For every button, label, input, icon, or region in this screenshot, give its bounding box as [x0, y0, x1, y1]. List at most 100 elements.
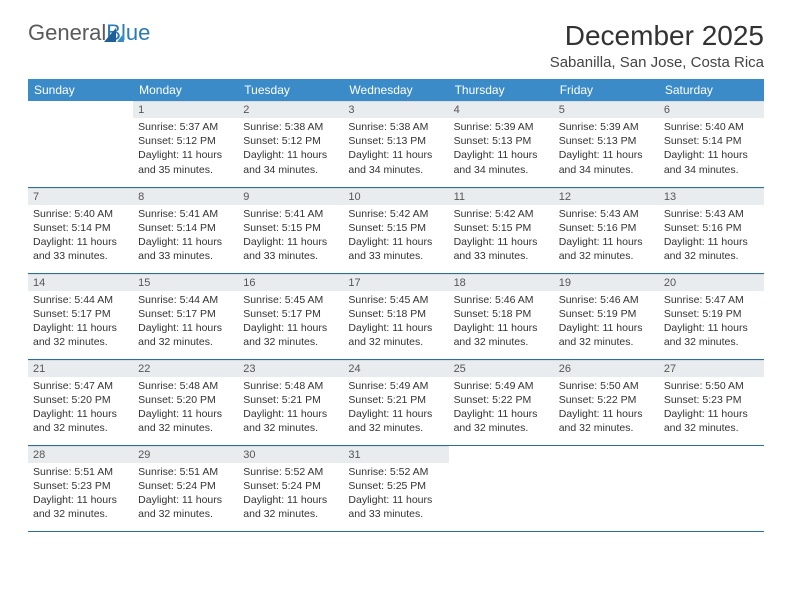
calendar-body: 1Sunrise: 5:37 AMSunset: 5:12 PMDaylight…	[28, 101, 764, 531]
day-header: Tuesday	[238, 79, 343, 101]
calendar-day-cell: 10Sunrise: 5:42 AMSunset: 5:15 PMDayligh…	[343, 187, 448, 273]
day-header: Sunday	[28, 79, 133, 101]
day-content: Sunrise: 5:45 AMSunset: 5:18 PMDaylight:…	[343, 291, 448, 354]
day-content: Sunrise: 5:52 AMSunset: 5:24 PMDaylight:…	[238, 463, 343, 526]
calendar-day-cell: 18Sunrise: 5:46 AMSunset: 5:18 PMDayligh…	[449, 273, 554, 359]
calendar-day-cell: 5Sunrise: 5:39 AMSunset: 5:13 PMDaylight…	[554, 101, 659, 187]
day-content: Sunrise: 5:43 AMSunset: 5:16 PMDaylight:…	[659, 205, 764, 268]
day-content: Sunrise: 5:41 AMSunset: 5:14 PMDaylight:…	[133, 205, 238, 268]
day-number: 8	[133, 188, 238, 205]
calendar-empty-cell	[28, 101, 133, 187]
day-content: Sunrise: 5:40 AMSunset: 5:14 PMDaylight:…	[659, 118, 764, 181]
day-number: 19	[554, 274, 659, 291]
day-number: 22	[133, 360, 238, 377]
day-content: Sunrise: 5:42 AMSunset: 5:15 PMDaylight:…	[343, 205, 448, 268]
calendar-table: Sunday Monday Tuesday Wednesday Thursday…	[28, 79, 764, 532]
day-header: Friday	[554, 79, 659, 101]
calendar-day-cell: 6Sunrise: 5:40 AMSunset: 5:14 PMDaylight…	[659, 101, 764, 187]
day-number: 21	[28, 360, 133, 377]
calendar-day-cell: 25Sunrise: 5:49 AMSunset: 5:22 PMDayligh…	[449, 359, 554, 445]
calendar-day-cell: 2Sunrise: 5:38 AMSunset: 5:12 PMDaylight…	[238, 101, 343, 187]
day-number: 6	[659, 101, 764, 118]
day-content: Sunrise: 5:46 AMSunset: 5:19 PMDaylight:…	[554, 291, 659, 354]
logo: General Blue	[28, 20, 150, 46]
day-number: 23	[238, 360, 343, 377]
day-content: Sunrise: 5:40 AMSunset: 5:14 PMDaylight:…	[28, 205, 133, 268]
day-number: 11	[449, 188, 554, 205]
calendar-day-cell: 22Sunrise: 5:48 AMSunset: 5:20 PMDayligh…	[133, 359, 238, 445]
day-content: Sunrise: 5:39 AMSunset: 5:13 PMDaylight:…	[554, 118, 659, 181]
calendar-day-cell: 4Sunrise: 5:39 AMSunset: 5:13 PMDaylight…	[449, 101, 554, 187]
calendar-week-row: 28Sunrise: 5:51 AMSunset: 5:23 PMDayligh…	[28, 445, 764, 531]
calendar-day-cell: 24Sunrise: 5:49 AMSunset: 5:21 PMDayligh…	[343, 359, 448, 445]
logo-text-general: General	[28, 20, 106, 46]
day-number: 2	[238, 101, 343, 118]
day-content: Sunrise: 5:44 AMSunset: 5:17 PMDaylight:…	[133, 291, 238, 354]
day-number: 9	[238, 188, 343, 205]
day-number: 18	[449, 274, 554, 291]
calendar-week-row: 14Sunrise: 5:44 AMSunset: 5:17 PMDayligh…	[28, 273, 764, 359]
calendar-day-cell: 13Sunrise: 5:43 AMSunset: 5:16 PMDayligh…	[659, 187, 764, 273]
day-content: Sunrise: 5:37 AMSunset: 5:12 PMDaylight:…	[133, 118, 238, 181]
day-content: Sunrise: 5:50 AMSunset: 5:23 PMDaylight:…	[659, 377, 764, 440]
calendar-day-cell: 19Sunrise: 5:46 AMSunset: 5:19 PMDayligh…	[554, 273, 659, 359]
day-number: 5	[554, 101, 659, 118]
calendar-day-cell: 23Sunrise: 5:48 AMSunset: 5:21 PMDayligh…	[238, 359, 343, 445]
day-number: 4	[449, 101, 554, 118]
day-number: 20	[659, 274, 764, 291]
day-content: Sunrise: 5:49 AMSunset: 5:22 PMDaylight:…	[449, 377, 554, 440]
calendar-header-row: Sunday Monday Tuesday Wednesday Thursday…	[28, 79, 764, 101]
day-content: Sunrise: 5:38 AMSunset: 5:12 PMDaylight:…	[238, 118, 343, 181]
calendar-empty-cell	[449, 445, 554, 531]
day-number: 17	[343, 274, 448, 291]
calendar-day-cell: 29Sunrise: 5:51 AMSunset: 5:24 PMDayligh…	[133, 445, 238, 531]
day-header: Saturday	[659, 79, 764, 101]
day-number: 30	[238, 446, 343, 463]
calendar-day-cell: 30Sunrise: 5:52 AMSunset: 5:24 PMDayligh…	[238, 445, 343, 531]
day-content: Sunrise: 5:48 AMSunset: 5:21 PMDaylight:…	[238, 377, 343, 440]
calendar-day-cell: 1Sunrise: 5:37 AMSunset: 5:12 PMDaylight…	[133, 101, 238, 187]
calendar-day-cell: 12Sunrise: 5:43 AMSunset: 5:16 PMDayligh…	[554, 187, 659, 273]
calendar-day-cell: 3Sunrise: 5:38 AMSunset: 5:13 PMDaylight…	[343, 101, 448, 187]
calendar-day-cell: 9Sunrise: 5:41 AMSunset: 5:15 PMDaylight…	[238, 187, 343, 273]
day-number: 15	[133, 274, 238, 291]
day-number: 27	[659, 360, 764, 377]
calendar-day-cell: 26Sunrise: 5:50 AMSunset: 5:22 PMDayligh…	[554, 359, 659, 445]
day-content: Sunrise: 5:45 AMSunset: 5:17 PMDaylight:…	[238, 291, 343, 354]
calendar-week-row: 7Sunrise: 5:40 AMSunset: 5:14 PMDaylight…	[28, 187, 764, 273]
day-content: Sunrise: 5:46 AMSunset: 5:18 PMDaylight:…	[449, 291, 554, 354]
page-title: December 2025	[550, 20, 764, 52]
day-number: 25	[449, 360, 554, 377]
day-header: Wednesday	[343, 79, 448, 101]
day-number: 13	[659, 188, 764, 205]
day-content: Sunrise: 5:44 AMSunset: 5:17 PMDaylight:…	[28, 291, 133, 354]
calendar-empty-cell	[659, 445, 764, 531]
day-number: 26	[554, 360, 659, 377]
day-content: Sunrise: 5:52 AMSunset: 5:25 PMDaylight:…	[343, 463, 448, 526]
day-number: 7	[28, 188, 133, 205]
day-header: Thursday	[449, 79, 554, 101]
calendar-day-cell: 11Sunrise: 5:42 AMSunset: 5:15 PMDayligh…	[449, 187, 554, 273]
day-number: 29	[133, 446, 238, 463]
day-content: Sunrise: 5:38 AMSunset: 5:13 PMDaylight:…	[343, 118, 448, 181]
calendar-empty-cell	[554, 445, 659, 531]
calendar-day-cell: 7Sunrise: 5:40 AMSunset: 5:14 PMDaylight…	[28, 187, 133, 273]
day-content: Sunrise: 5:47 AMSunset: 5:20 PMDaylight:…	[28, 377, 133, 440]
day-content: Sunrise: 5:51 AMSunset: 5:23 PMDaylight:…	[28, 463, 133, 526]
day-number: 1	[133, 101, 238, 118]
day-number: 16	[238, 274, 343, 291]
day-content: Sunrise: 5:42 AMSunset: 5:15 PMDaylight:…	[449, 205, 554, 268]
calendar-day-cell: 17Sunrise: 5:45 AMSunset: 5:18 PMDayligh…	[343, 273, 448, 359]
day-number: 10	[343, 188, 448, 205]
day-content: Sunrise: 5:41 AMSunset: 5:15 PMDaylight:…	[238, 205, 343, 268]
calendar-day-cell: 31Sunrise: 5:52 AMSunset: 5:25 PMDayligh…	[343, 445, 448, 531]
day-number: 12	[554, 188, 659, 205]
calendar-day-cell: 27Sunrise: 5:50 AMSunset: 5:23 PMDayligh…	[659, 359, 764, 445]
calendar-day-cell: 28Sunrise: 5:51 AMSunset: 5:23 PMDayligh…	[28, 445, 133, 531]
calendar-day-cell: 8Sunrise: 5:41 AMSunset: 5:14 PMDaylight…	[133, 187, 238, 273]
day-number: 28	[28, 446, 133, 463]
calendar-week-row: 1Sunrise: 5:37 AMSunset: 5:12 PMDaylight…	[28, 101, 764, 187]
day-content: Sunrise: 5:48 AMSunset: 5:20 PMDaylight:…	[133, 377, 238, 440]
day-content: Sunrise: 5:47 AMSunset: 5:19 PMDaylight:…	[659, 291, 764, 354]
calendar-day-cell: 15Sunrise: 5:44 AMSunset: 5:17 PMDayligh…	[133, 273, 238, 359]
